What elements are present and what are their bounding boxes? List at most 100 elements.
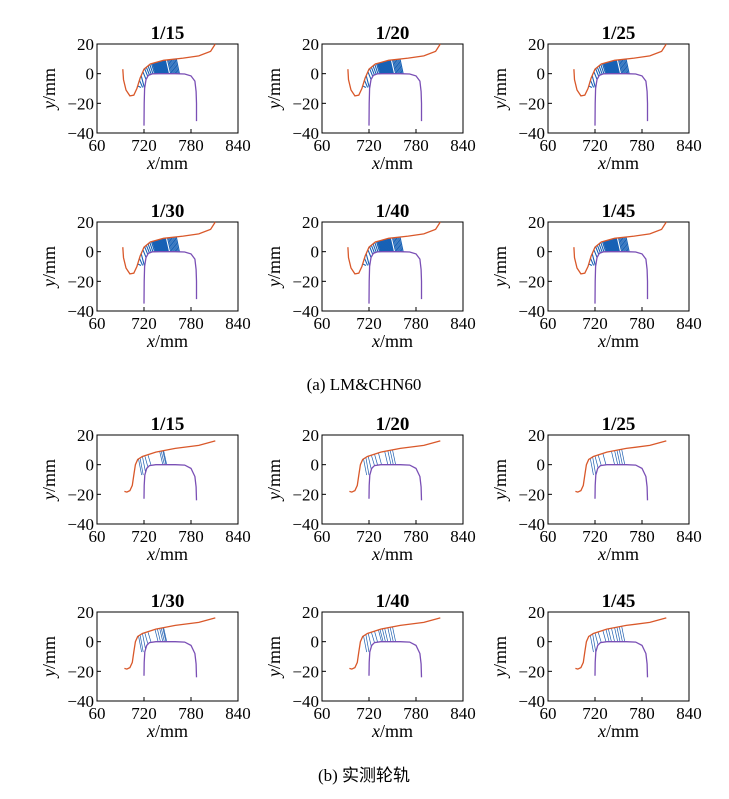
contact-line [365, 634, 370, 653]
contact-line [162, 60, 167, 74]
plot-frame [96, 221, 239, 312]
y-tick-label: −40 [292, 515, 319, 534]
panel-title: 1/20 [376, 414, 410, 435]
rail-profile [594, 251, 649, 304]
contact-lines [137, 58, 180, 88]
contact-line [166, 59, 172, 74]
contact-line [173, 237, 178, 252]
contact-line [175, 58, 180, 74]
x-tick-label: 780 [629, 527, 655, 546]
wheel-profile [575, 440, 667, 493]
contact-line [154, 240, 160, 252]
contact-line [594, 632, 599, 646]
y-tick-label: 0 [86, 456, 95, 475]
y-tick-label: 20 [302, 213, 319, 232]
contact-line [170, 59, 175, 74]
x-tick-label: 60 [540, 704, 557, 723]
contact-line [593, 71, 598, 80]
contact-line [384, 61, 389, 74]
contact-line [163, 60, 168, 74]
contact-line [611, 60, 616, 74]
contact-line [612, 60, 618, 74]
x-tick-label: 780 [403, 136, 429, 155]
contact-line [595, 246, 600, 255]
y-tick-label: 20 [528, 603, 545, 622]
y-tick-label: −20 [518, 94, 545, 113]
contact-line [613, 238, 618, 252]
contact-line [621, 626, 626, 642]
contact-line [603, 241, 608, 252]
contact-line [377, 63, 382, 74]
contact-line [363, 257, 369, 266]
contact-line [609, 61, 614, 74]
x-tick-label: 720 [356, 704, 382, 723]
x-tick-label: 60 [314, 314, 331, 333]
x-tick-label: 60 [89, 314, 106, 333]
contact-line [618, 626, 623, 642]
contact-line [145, 245, 150, 254]
contact-line [162, 450, 167, 465]
contact-line [152, 63, 157, 74]
contact-lines [138, 627, 168, 653]
contact-line [385, 238, 390, 252]
contact-line [168, 237, 173, 252]
contact-line [152, 241, 157, 252]
y-tick-label: −40 [67, 515, 94, 534]
contact-line [160, 450, 165, 465]
contact-line [363, 79, 369, 88]
panel-title: 1/40 [376, 201, 410, 222]
contact-line [624, 237, 629, 252]
contact-line [620, 59, 625, 74]
y-axis-label: y/mm [39, 459, 59, 502]
contact-line [171, 59, 177, 74]
contact-line [622, 59, 628, 74]
x-tick-label: 840 [225, 527, 251, 546]
y-tick-label: 0 [537, 243, 546, 262]
contact-line [365, 457, 370, 476]
contact-line [142, 456, 146, 473]
contact-line [163, 450, 168, 465]
contact-line [614, 238, 619, 252]
contact-line [389, 627, 394, 642]
wheel-profile [573, 221, 667, 275]
contact-line [396, 59, 402, 74]
contact-line [365, 253, 370, 266]
panel-title: 1/30 [151, 201, 185, 222]
contact-line [605, 240, 610, 252]
contact-line [398, 59, 403, 74]
y-tick-label: −40 [518, 692, 545, 711]
contact-line [605, 62, 611, 74]
plot-frame [96, 434, 239, 525]
plot-frame [547, 43, 690, 134]
contact-line [171, 237, 177, 252]
wheel-profile [124, 617, 216, 670]
contact-line [612, 238, 618, 252]
y-axis-label: y/mm [490, 636, 510, 679]
panel-title: 1/20 [376, 23, 410, 44]
contact-line [175, 236, 180, 252]
contact-line [387, 238, 392, 252]
x-axis-label: x/mm [146, 153, 188, 173]
y-tick-label: −20 [292, 485, 319, 504]
x-tick-label: 60 [540, 527, 557, 546]
contact-line [597, 631, 602, 643]
caption-b: (b) 实测轮轨 [318, 766, 410, 785]
contact-line [394, 237, 399, 252]
contact-line [592, 456, 597, 476]
y-tick-label: −20 [518, 662, 545, 681]
x-tick-label: 780 [629, 136, 655, 155]
contact-lines [137, 236, 180, 266]
contact-line [617, 237, 623, 252]
x-tick-label: 780 [629, 704, 655, 723]
panel-title: 1/45 [602, 591, 636, 612]
x-tick-label: 780 [403, 314, 429, 333]
panel-title: 1/15 [151, 23, 185, 44]
contact-lines [589, 449, 626, 476]
contact-line [170, 237, 175, 252]
wheel-profile [122, 221, 216, 275]
contact-line [612, 238, 617, 252]
contact-line [150, 63, 156, 74]
